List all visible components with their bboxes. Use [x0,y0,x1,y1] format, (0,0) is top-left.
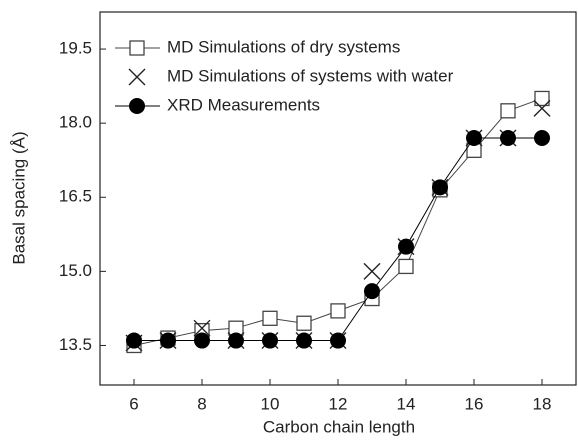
x-tick-label: 14 [397,394,416,413]
data-point [126,332,142,349]
data-point [364,283,380,300]
data-point [330,303,346,319]
data-point [534,129,550,146]
data-point [330,332,346,349]
data-point [500,103,516,119]
x-axis-label: Carbon chain length [263,417,415,436]
data-point [398,258,414,275]
data-point [466,129,482,146]
y-tick-label: 15.0 [59,261,92,280]
data-point [500,129,516,146]
x-tick-label: 6 [129,394,138,413]
data-point [262,310,278,326]
data-point [296,315,312,331]
data-point [398,238,414,255]
y-tick-label: 13.5 [59,335,92,354]
x-tick-label: 8 [197,394,206,413]
data-point [534,90,550,107]
data-point [262,332,278,349]
y-tick-label: 16.5 [59,187,92,206]
x-tick-label: 10 [261,394,280,413]
x-tick-label: 16 [465,394,484,413]
legend-marker [129,40,145,56]
x-tick-label: 18 [533,394,552,413]
data-point [363,262,381,280]
y-tick-label: 18.0 [59,113,92,132]
legend-marker [129,98,145,114]
legend-label: MD Simulations of dry systems [167,37,400,56]
y-tick-label: 19.5 [59,39,92,58]
legend-marker [128,68,146,86]
data-point [296,332,312,349]
data-point [193,319,211,337]
legend-label: XRD Measurements [167,95,320,114]
y-axis-label: Basal spacing (Å) [9,131,28,264]
data-point [432,179,448,196]
data-point [533,99,551,117]
data-point [228,332,244,349]
legend-label: MD Simulations of systems with water [167,66,454,85]
x-tick-label: 12 [329,394,348,413]
data-point [194,332,210,349]
data-point [160,332,176,349]
